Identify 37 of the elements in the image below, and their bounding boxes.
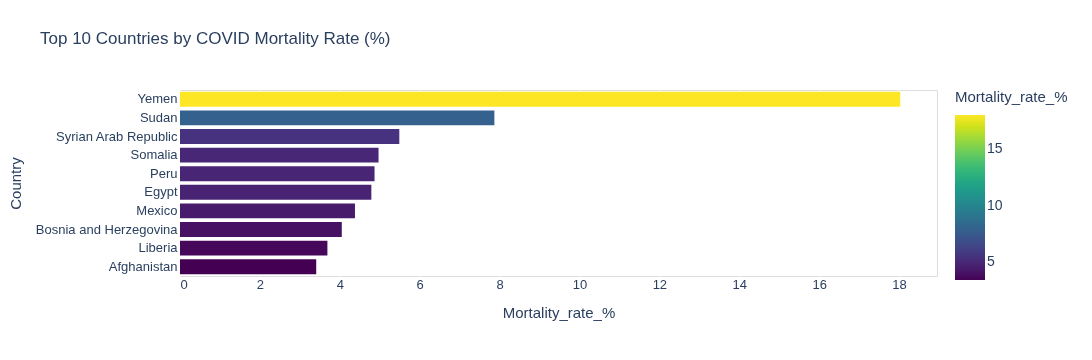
y-tick-label: Somalia	[130, 147, 179, 163]
bar	[180, 203, 355, 219]
x-tick-label: 0	[180, 276, 188, 292]
y-tick-label: Bosnia and Herzegovina	[35, 221, 179, 237]
bar	[180, 222, 342, 237]
color-bar-label: 5	[987, 253, 995, 270]
bar	[180, 147, 379, 163]
y-tick-label: Peru	[150, 165, 178, 181]
x-tick-label: 18	[892, 276, 907, 292]
x-tick-label: 16	[812, 276, 827, 292]
bar	[180, 240, 328, 256]
x-tick-label: 6	[416, 276, 424, 292]
y-tick-label: Sudan	[139, 109, 178, 125]
x-axis-title: Mortality_rate_%	[502, 303, 616, 321]
chart-title: Top 10 Countries by COVID Mortality Rate (%)	[40, 29, 391, 48]
y-tick-label: Yemen	[137, 91, 178, 107]
y-axis-title: Country	[6, 156, 24, 210]
bar	[180, 184, 372, 200]
x-tick-label: 2	[256, 276, 265, 292]
bar	[180, 91, 901, 107]
y-tick-label: Mexico	[136, 202, 178, 218]
bar	[180, 166, 375, 182]
x-tick-label: 12	[652, 276, 668, 292]
color-bar-label: 10	[987, 196, 1003, 213]
y-tick-label: Syrian Arab Republic	[56, 128, 178, 144]
x-tick-label: 10	[572, 276, 588, 292]
color-bar-label: 15	[987, 140, 1003, 157]
color-bar-title: Mortality_rate_%	[955, 88, 1068, 105]
y-tick-label: Egypt	[144, 184, 178, 200]
y-tick-label: Liberia	[138, 240, 179, 256]
x-tick-label: 4	[336, 276, 344, 292]
bar	[180, 259, 317, 275]
bar	[180, 129, 400, 144]
bar	[180, 110, 495, 126]
x-tick-label: 8	[496, 276, 504, 292]
y-tick-label: Afghanistan	[108, 258, 178, 274]
x-tick-label: 14	[732, 276, 747, 292]
